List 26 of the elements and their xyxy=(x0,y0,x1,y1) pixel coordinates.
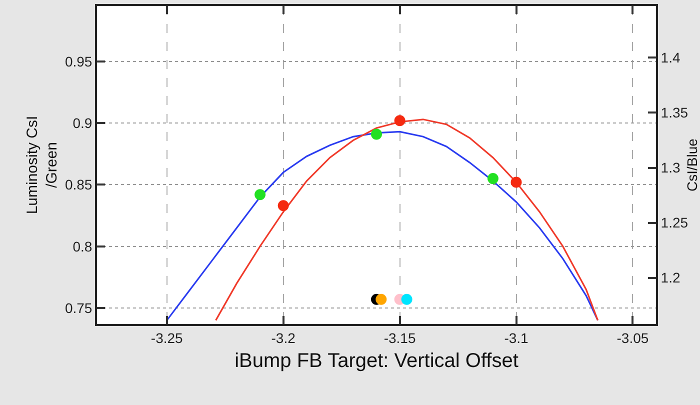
point xyxy=(401,294,412,305)
point xyxy=(376,294,387,305)
y2-tick-label: 1.2 xyxy=(660,270,680,286)
point xyxy=(254,189,266,200)
y2-tick-label: 1.25 xyxy=(660,214,688,231)
point xyxy=(278,200,289,212)
x-tick-label: -3.05 xyxy=(616,330,649,346)
point xyxy=(487,173,498,184)
y-tick-label: 0.8 xyxy=(72,238,92,254)
y2-tick-label: 1.3 xyxy=(660,160,680,176)
y-tick-label: 0.95 xyxy=(64,53,92,70)
x-tick-label: -3.1 xyxy=(504,330,529,346)
y-tick-label: 0.85 xyxy=(64,176,92,193)
x-tick-label: -3.15 xyxy=(384,330,416,346)
y-tick-label: 0.9 xyxy=(72,114,92,131)
point xyxy=(371,128,382,140)
y-axis-title: Luminosity CsI /Green xyxy=(24,116,61,214)
y2-axis-title: CsI/Blue xyxy=(684,138,700,192)
point xyxy=(394,115,406,126)
y-tick-label: 0.75 xyxy=(64,300,92,316)
x-tick-label: -3.2 xyxy=(271,330,296,346)
y2-tick-label: 1.35 xyxy=(660,104,688,121)
y2-tick-label: 1.4 xyxy=(660,50,680,66)
x-axis-title: iBump FB Target: Vertical Offset xyxy=(234,350,519,372)
x-tick-label: -3.25 xyxy=(150,330,184,346)
point xyxy=(510,176,522,188)
